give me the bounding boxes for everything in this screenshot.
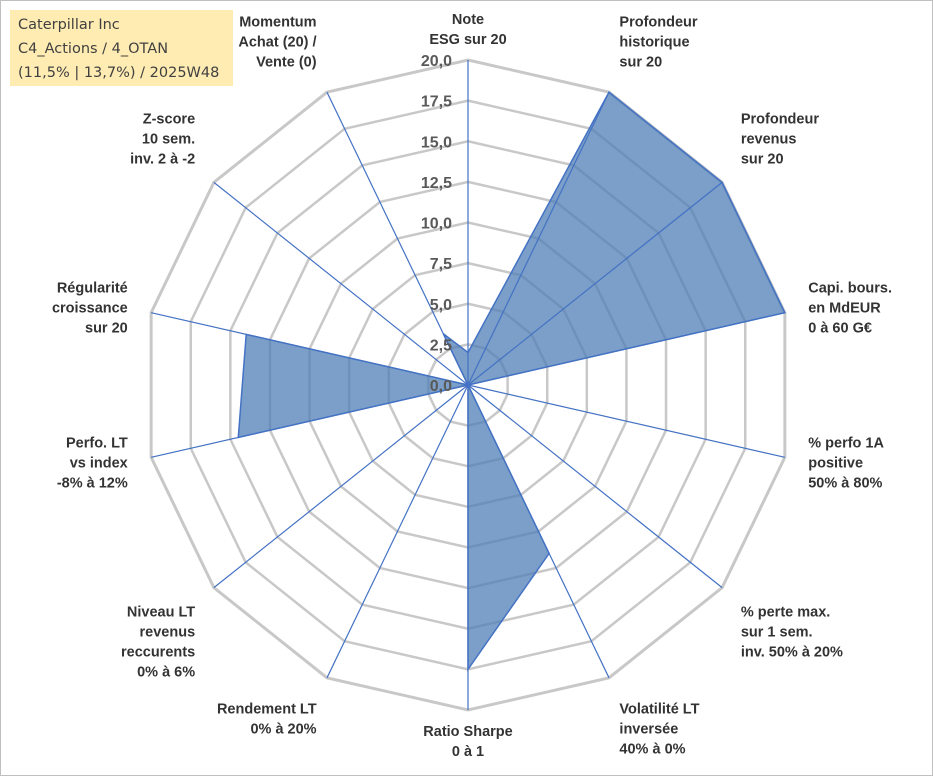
- axis-label-1: Profondeur historique sur 20: [619, 15, 697, 71]
- axis-label-3: Capi. bours. en MdEUR 0 à 60 G€: [808, 280, 892, 336]
- axis-label-line: Profondeur: [619, 15, 697, 31]
- axis-label-line: 50% à 80%: [808, 476, 882, 492]
- info-box: Caterpillar Inc C4_Actions / 4_OTAN (11,…: [10, 10, 233, 86]
- spokes: [151, 60, 785, 710]
- axis-label-line: positive: [808, 456, 863, 472]
- axis-label-line: sur 1 sem.: [741, 625, 813, 641]
- spoke-9: [213, 384, 469, 589]
- axis-label-line: 0 à 1: [452, 744, 484, 760]
- axis-label-line: reccurents: [121, 645, 195, 661]
- spoke-11: [151, 312, 469, 386]
- axis-label-line: Achat (20) /: [238, 35, 316, 51]
- spoke-2: [467, 181, 723, 386]
- axis-label-2: Profondeur revenus sur 20: [741, 111, 819, 167]
- axis-label-line: Capi. bours.: [808, 280, 892, 296]
- axis-label-line: ESG sur 20: [429, 32, 506, 48]
- axis-label-line: Vente (0): [256, 55, 317, 71]
- axis-label-line: Volatilité LT: [619, 701, 699, 717]
- axis-label-line: vs index: [70, 456, 128, 472]
- spoke-4: [467, 384, 785, 458]
- axis-label-line: 0% à 6%: [137, 665, 195, 681]
- data-area: [237, 91, 786, 672]
- axis-label-line: 0 à 60 G€: [808, 320, 872, 336]
- axis-label-line: Ratio Sharpe: [423, 724, 512, 740]
- tick-label: 2,5: [430, 337, 452, 354]
- tick-label: 12,5: [421, 175, 452, 192]
- axis-label-0: Note ESG sur 20: [429, 12, 506, 48]
- axis-label-line: % perte max.: [741, 605, 830, 621]
- axis-label-line: Z-score: [143, 111, 195, 127]
- spoke-13: [326, 91, 469, 386]
- axis-label-line: Rendement LT: [217, 701, 317, 717]
- axis-label-line: Momentum: [239, 15, 316, 31]
- axis-label-11: Régularité croissance sur 20: [52, 280, 128, 336]
- data-area-group: [237, 91, 786, 672]
- axis-label-line: revenus: [741, 131, 797, 147]
- axis-label-line: % perfo 1A: [808, 436, 884, 452]
- axis-label-8: Rendement LT 0% à 20%: [217, 701, 317, 737]
- axis-label-4: % perfo 1A positive 50% à 80%: [808, 436, 884, 492]
- axis-label-line: inversée: [619, 721, 678, 737]
- spoke-8: [326, 384, 469, 679]
- axis-label-line: inv. 50% à 20%: [741, 645, 843, 661]
- axis-label-10: Perfo. LT vs index -8% à 12%: [57, 436, 128, 492]
- tick-label: 5,0: [430, 297, 452, 314]
- axis-label-9: Niveau LT revenus reccurents 0% à 6%: [121, 605, 195, 681]
- axis-labels: Note ESG sur 20 Profondeur historique sur 20…: [52, 12, 892, 760]
- axis-label-7: Ratio Sharpe 0 à 1: [423, 724, 512, 760]
- info-stats: (11,5% | 13,7%) / 2025W48: [18, 65, 220, 81]
- axis-label-line: 10 sem.: [142, 131, 195, 147]
- axis-label-line: inv. 2 à -2: [130, 151, 195, 167]
- axis-label-line: en MdEUR: [808, 300, 881, 316]
- tick-label: 10,0: [421, 216, 452, 233]
- axis-label-6: Volatilité LT inversée 40% à 0%: [619, 701, 699, 757]
- axis-label-line: Note: [452, 12, 484, 28]
- axis-label-line: Perfo. LT: [66, 436, 128, 452]
- axis-label-12: Z-score 10 sem. inv. 2 à -2: [130, 111, 195, 167]
- axis-label-line: 40% à 0%: [619, 741, 685, 757]
- tick-label: 0,0: [430, 378, 452, 395]
- axis-label-line: -8% à 12%: [57, 476, 128, 492]
- axis-label-line: sur 20: [619, 55, 662, 71]
- axis-label-line: revenus: [140, 625, 196, 641]
- axis-label-line: historique: [619, 35, 689, 51]
- tick-label: 17,5: [421, 94, 452, 111]
- spoke-6: [467, 384, 610, 679]
- axis-label-line: croissance: [52, 300, 128, 316]
- tick-label: 15,0: [421, 134, 452, 151]
- axis-label-13: Momentum Achat (20) / Vente (0): [238, 15, 316, 71]
- spoke-12: [213, 181, 469, 386]
- spoke-3: [467, 312, 785, 386]
- info-company: Caterpillar Inc: [18, 17, 120, 33]
- tick-label: 20,0: [421, 53, 452, 70]
- tick-label: 7,5: [430, 256, 452, 273]
- tick-labels: 0,0 2,5 5,0 7,5 10,0 12,5 15,0 17,5 20,0: [421, 53, 452, 395]
- axis-label-line: sur 20: [85, 320, 128, 336]
- axis-label-line: Profondeur: [741, 111, 819, 127]
- axis-label-line: sur 20: [741, 151, 784, 167]
- axis-label-line: Régularité: [57, 280, 128, 296]
- info-category: C4_Actions / 4_OTAN: [18, 41, 169, 57]
- axis-label-line: Niveau LT: [127, 605, 195, 621]
- spoke-5: [467, 384, 723, 589]
- axis-label-5: % perte max. sur 1 sem. inv. 50% à 20%: [741, 605, 843, 661]
- spoke-10: [151, 384, 469, 458]
- axis-label-line: 0% à 20%: [250, 721, 316, 737]
- spoke-1: [467, 91, 610, 386]
